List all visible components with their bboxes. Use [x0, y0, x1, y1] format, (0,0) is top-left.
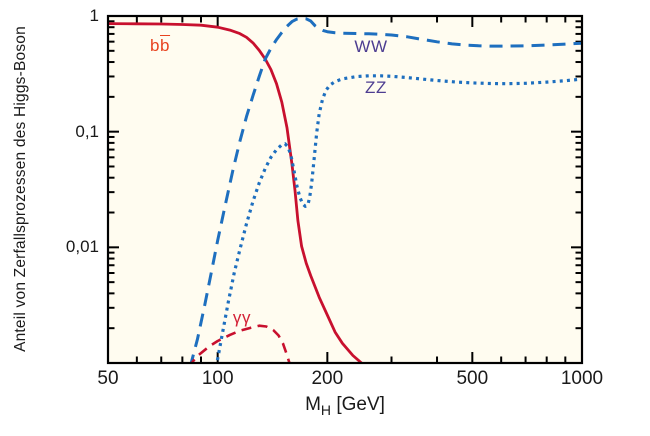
x-tick-label-500: 500: [456, 368, 489, 389]
x-tick-label-1000: 1000: [560, 368, 604, 389]
x-axis-title: MH [GeV]: [305, 394, 385, 418]
y-axis-title: Anteil von Zerfallsprozessen des Higgs-B…: [12, 26, 30, 352]
curve-zz: [215, 74, 582, 363]
curves: [108, 16, 582, 363]
x-tick-label-100: 100: [201, 368, 234, 389]
curve-label-bb-text: b: [149, 36, 160, 55]
curve-label-gg: γγ: [233, 308, 251, 328]
plot-area-background: [108, 16, 582, 363]
x-axis-symbol: M: [305, 394, 321, 415]
curve-label-ww: WW: [354, 37, 387, 57]
curve-gg: [189, 324, 291, 363]
x-axis-subscript: H: [320, 401, 332, 418]
plot-frame: [106, 14, 584, 365]
x-tick-label-200: 200: [311, 368, 344, 389]
curve-label-zz-text: ZZ: [365, 78, 387, 97]
curve-label-ww-text: WW: [354, 37, 388, 56]
curve-label-gg-text: γγ: [232, 308, 252, 327]
x-axis-unit: [GeV]: [331, 394, 385, 415]
curve-ww: [189, 16, 582, 363]
curve-bb: [108, 22, 364, 363]
curve-label-bb: bb: [150, 36, 170, 56]
y-axis-title-text: Anteil von Zerfallsprozessen des Higgs-B…: [12, 26, 29, 352]
y-tick-label-0_1: 0,1: [75, 121, 99, 141]
y-tick-label-1: 1: [89, 6, 99, 25]
y-tick-label-0_01: 0,01: [65, 237, 99, 257]
curve-label-zz: ZZ: [365, 78, 387, 98]
x-tick-label-50: 50: [97, 368, 119, 389]
curve-label-bb-text: b: [160, 36, 171, 55]
